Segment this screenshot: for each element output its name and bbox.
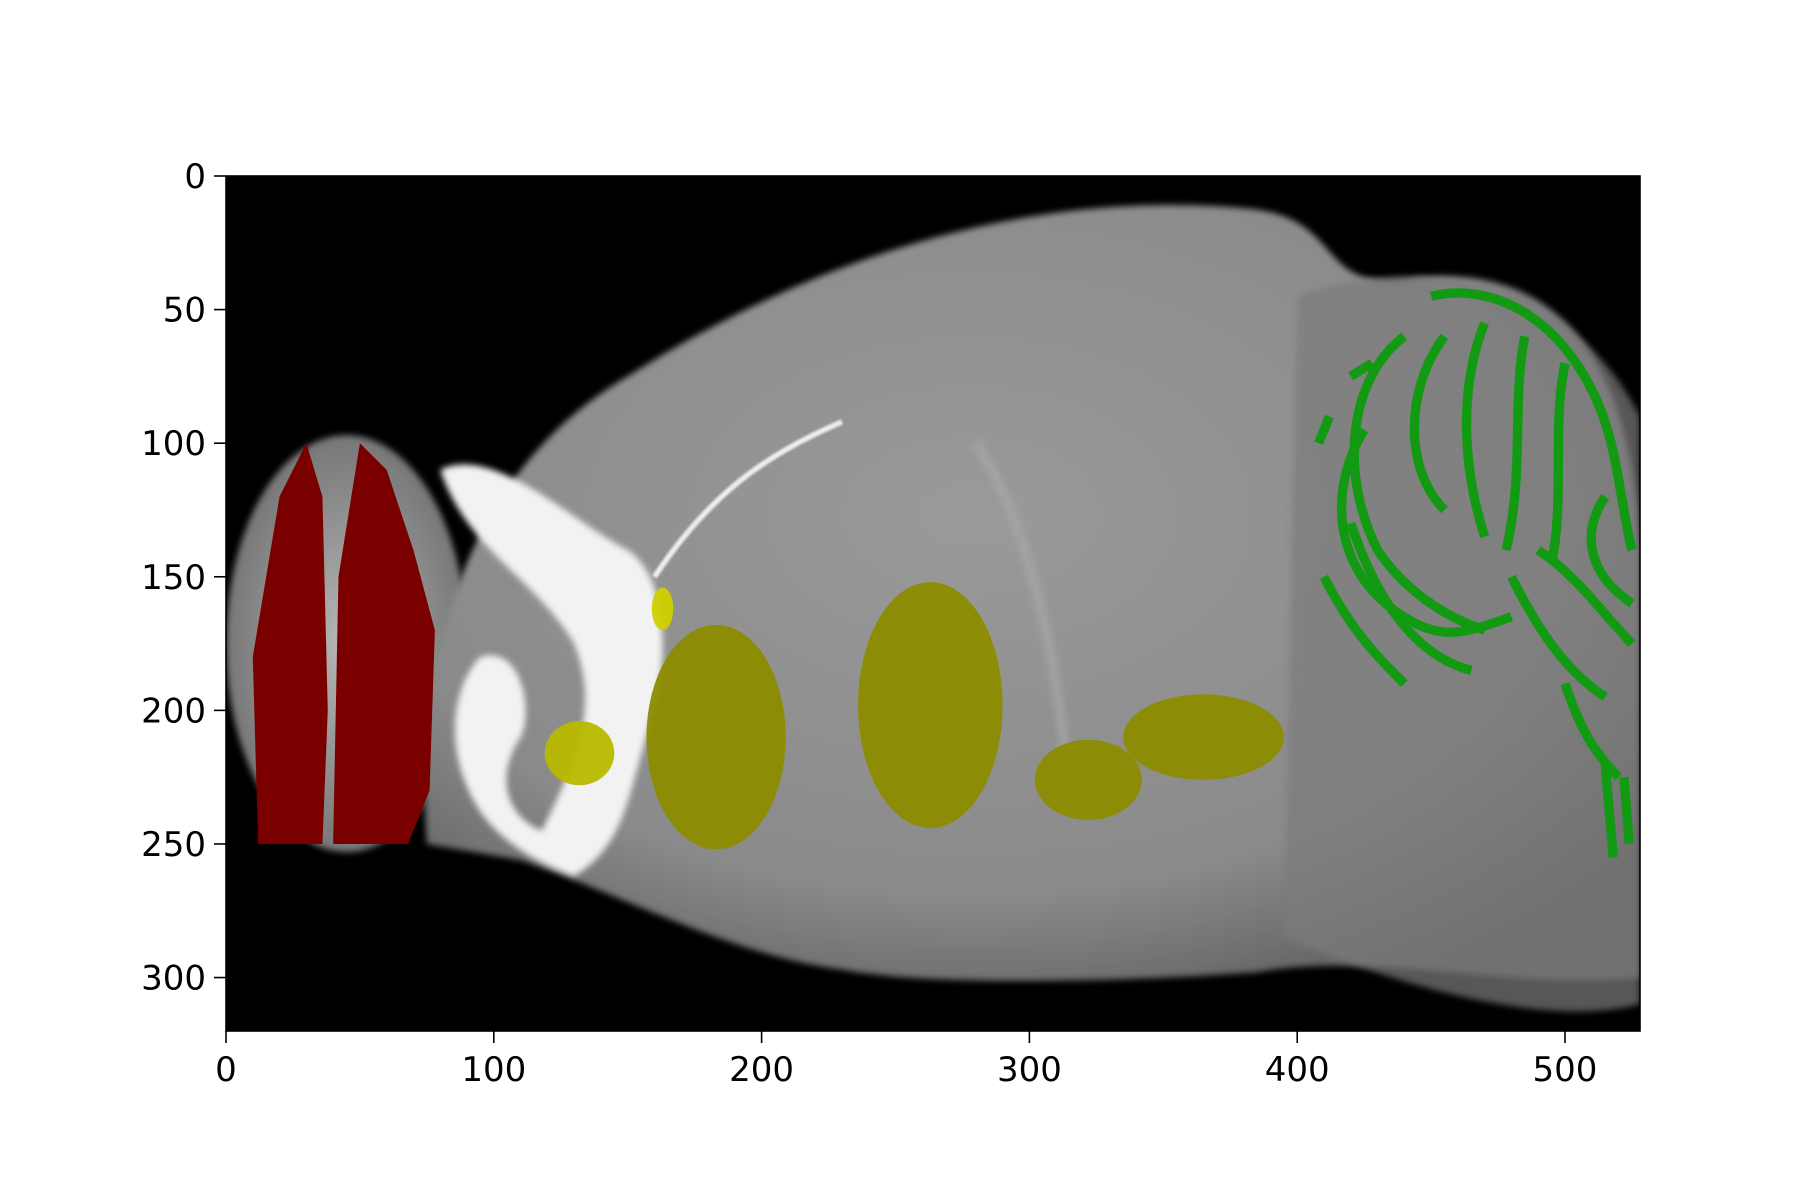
green-fold <box>1319 574 1408 687</box>
yellow-region <box>858 582 1003 828</box>
green-fold <box>1349 332 1487 635</box>
green-fold <box>1461 321 1490 539</box>
green-fold <box>1547 362 1570 565</box>
white-tract <box>652 419 844 579</box>
x-tick-label: 200 <box>729 1050 794 1090</box>
yellow-region <box>1034 739 1142 820</box>
bright-region <box>440 464 663 877</box>
green-fold <box>1346 521 1473 675</box>
red-region <box>252 443 328 844</box>
fiber-tract <box>971 440 1075 792</box>
x-tick-label: 100 <box>461 1050 526 1090</box>
axes-frame <box>225 175 1641 1032</box>
y-tick-label: 150 <box>141 558 206 598</box>
y-tick-label: 100 <box>141 424 206 464</box>
x-tick-label: 400 <box>1265 1050 1330 1090</box>
green-fold <box>1600 763 1634 858</box>
y-tick-label: 300 <box>141 959 206 999</box>
green-fold <box>1429 288 1637 552</box>
red-region <box>333 443 435 844</box>
green-fold <box>1507 574 1608 701</box>
yellow-overlay <box>544 582 1284 850</box>
x-tick-label: 500 <box>1533 1050 1598 1090</box>
yellow-region <box>651 587 674 631</box>
x-tick-label: 300 <box>997 1050 1062 1090</box>
yellow-region <box>646 624 786 850</box>
green-fold <box>1314 359 1375 445</box>
image-layer <box>226 204 1640 1012</box>
green-fold <box>1560 682 1622 781</box>
cerebellum <box>1283 276 1640 1012</box>
green-fold <box>1535 546 1636 647</box>
green-overlay <box>1314 288 1637 858</box>
y-tick-label: 250 <box>141 825 206 865</box>
y-tick-label: 50 <box>163 291 206 331</box>
green-fold <box>1501 335 1530 552</box>
green-fold <box>1409 333 1449 514</box>
y-tick-label: 0 <box>184 157 206 197</box>
green-fold <box>1586 494 1635 608</box>
yellow-region <box>1123 694 1284 780</box>
brain-image <box>226 204 1640 1012</box>
x-tick-label: 0 <box>215 1050 237 1090</box>
red-overlay <box>252 443 435 844</box>
y-tick-label: 200 <box>141 691 206 731</box>
yellow-region <box>544 721 615 786</box>
